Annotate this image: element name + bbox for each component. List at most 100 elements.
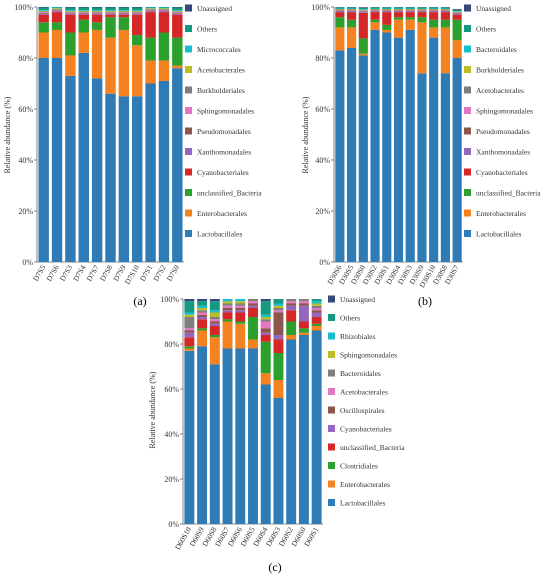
chart2-bar-lactobacillales bbox=[298, 335, 309, 524]
chart0-bar-burkholderiales bbox=[172, 11, 183, 13]
chart2-bar-enterobacterales bbox=[235, 323, 246, 349]
chart2-bar-rhizobiales bbox=[222, 299, 233, 302]
chart0-bar-enterobacterales bbox=[105, 37, 116, 94]
chart0-legend-label: Others bbox=[197, 25, 217, 34]
chart0-legend-label: Unassigned bbox=[197, 4, 232, 13]
chart0-bar-sphingomonadales bbox=[132, 12, 143, 14]
chart0-ytick-label: 0% bbox=[22, 258, 33, 267]
chart0-bar-burkholderiales bbox=[118, 11, 130, 13]
chart1-bar-others bbox=[358, 8, 368, 10]
chart1-bar-cyanobacteriales bbox=[370, 12, 380, 20]
chart2-bar-acetobacterales bbox=[311, 308, 322, 311]
chart1-bar-unclassified-bacteria bbox=[347, 19, 357, 28]
chart1-bar-unclassified-bacteria bbox=[335, 17, 345, 28]
chart2-bar-unclassified-bacteria bbox=[273, 339, 284, 353]
chart0-bar-unassigned bbox=[172, 7, 183, 8]
chart0-bar-cyanobacteriales bbox=[105, 14, 116, 18]
chart2-bar-others bbox=[260, 301, 271, 315]
chart1-bar-cyanobacteriales bbox=[405, 12, 415, 18]
chart1-legend-label: Xanthomonadales bbox=[476, 148, 530, 157]
chart2-bar-lactobacillales bbox=[222, 348, 233, 524]
chart1-bar-unassigned bbox=[452, 9, 462, 10]
chart1-bar-burkholderiales bbox=[358, 9, 368, 11]
chart1-bar-pseudomonadales bbox=[393, 10, 404, 12]
chart1-bar-sphingomonadales bbox=[358, 10, 368, 12]
chart2-ytick-label: 80% bbox=[164, 340, 179, 349]
chart1-bar-unclassified-bacteria bbox=[452, 19, 462, 41]
chart1-legend-label: Cyanobacteriales bbox=[476, 168, 528, 177]
chart1-bar-burkholderiales bbox=[370, 9, 380, 10]
chart2-bar-enterobacterales bbox=[184, 348, 195, 351]
chart0-bar-cyanobacteriales bbox=[118, 14, 130, 18]
chart2-bar-cyanobacteriales bbox=[273, 335, 284, 340]
chart0-legend-swatch bbox=[185, 148, 192, 155]
chart0-bar-pseudomonadales bbox=[91, 13, 103, 14]
chart1-bar-pseudomonadales bbox=[452, 13, 462, 14]
chart0-bar-unclassified-bacteria bbox=[91, 22, 103, 30]
chart0-bar-lactobacillales bbox=[158, 80, 170, 262]
chart0-bar-enterobacterales bbox=[38, 32, 49, 58]
chart1-bar-xanthomonadales bbox=[347, 11, 357, 13]
chart1-bar-unclassified-bacteria bbox=[405, 17, 415, 20]
chart1-bar-bacteroidales bbox=[440, 8, 450, 10]
chart2-legend-swatch bbox=[328, 369, 335, 377]
chart0-bar-acetobacterales bbox=[38, 10, 49, 12]
chart2-bar-oscillospirales bbox=[222, 308, 233, 311]
chart0-bar-cyanobacteriales bbox=[145, 12, 156, 38]
chart1-bar-bacteroidales bbox=[335, 8, 345, 10]
chart0-bar-unassigned bbox=[38, 7, 49, 8]
chart0-bar-unclassified-bacteria bbox=[172, 37, 183, 66]
chart2-bar-bacteroidales bbox=[222, 303, 233, 306]
chart0-bar-pseudomonadales bbox=[65, 13, 76, 14]
chart0-bar-acetobacterales bbox=[105, 10, 116, 12]
chart0-bar-acetobacterales bbox=[118, 10, 130, 12]
chart1-legend-label: Bacteroidales bbox=[476, 45, 517, 54]
chart1-bar-pseudomonadales bbox=[405, 10, 415, 12]
chart1-bar-sphingomonadales bbox=[405, 10, 415, 11]
chart0-bar-xanthomonadales bbox=[172, 13, 183, 15]
chart1-legend-swatch bbox=[464, 107, 471, 114]
chart0-bar-others bbox=[38, 7, 49, 11]
chart0-legend-label: Cyanobacteriales bbox=[197, 168, 249, 177]
chart0-bar-enterobacterales bbox=[132, 45, 143, 97]
chart1-bar-burkholderiales bbox=[335, 9, 345, 10]
chart1-bar-pseudomonadales bbox=[335, 10, 345, 12]
chart0-bar-micrococcales bbox=[51, 7, 63, 9]
chart0-bar-burkholderiales bbox=[51, 9, 63, 10]
chart2-bar-enterobacterales bbox=[260, 373, 271, 385]
chart0-category-label: D7S0 bbox=[165, 263, 181, 283]
chart1-bar-acetobacterales bbox=[440, 9, 450, 11]
chart0-bar-unclassified-bacteria bbox=[51, 22, 63, 30]
chart1-bar-others bbox=[382, 7, 392, 9]
chart2-bar-enterobacterales bbox=[248, 339, 258, 349]
chart2-legend-swatch bbox=[328, 480, 335, 488]
chart0-bar-unassigned bbox=[118, 7, 130, 8]
chart1-bar-enterobacterales bbox=[440, 27, 450, 74]
chart2-bar-sphingomonadales bbox=[260, 317, 271, 320]
chart1-legend-swatch bbox=[464, 230, 471, 237]
chart1-bar-bacteroidales bbox=[429, 8, 439, 10]
chart2-bar-acetobacterales bbox=[235, 305, 246, 308]
chart2-bar-acetobacterales bbox=[184, 328, 195, 331]
chart0-bar-unassigned bbox=[91, 7, 103, 8]
chart0-legend-swatch bbox=[185, 230, 192, 237]
chart1-bar-enterobacterales bbox=[370, 22, 380, 30]
chart0-ytick-label: 60% bbox=[18, 105, 33, 114]
chart0-ytick-label: 80% bbox=[18, 54, 33, 63]
chart1-bar-sphingomonadales bbox=[440, 10, 450, 11]
chart2-bar-sphingomonadales bbox=[235, 301, 246, 304]
chart0-bar-pseudomonadales bbox=[105, 13, 116, 14]
chart2-bar-bacteroidales bbox=[273, 308, 284, 311]
chart1-bar-cyanobacteriales bbox=[440, 12, 450, 20]
chart0-legend-swatch bbox=[185, 45, 192, 53]
chart0-bar-micrococcales bbox=[91, 10, 103, 11]
chart0-bar-unassigned bbox=[65, 7, 76, 8]
chart1-bar-bacteroidales bbox=[393, 8, 404, 10]
chart0-bar-micrococcales bbox=[78, 10, 89, 11]
chart1-bar-bacteroidales bbox=[358, 9, 368, 10]
chart0-bar-others bbox=[118, 7, 130, 11]
chart1-bar-sphingomonadales bbox=[417, 10, 427, 11]
chart2-bar-sphingomonadales bbox=[209, 312, 220, 317]
chart0-bar-cyanobacteriales bbox=[38, 14, 49, 23]
chart2-bar-clostridiales bbox=[235, 321, 246, 324]
